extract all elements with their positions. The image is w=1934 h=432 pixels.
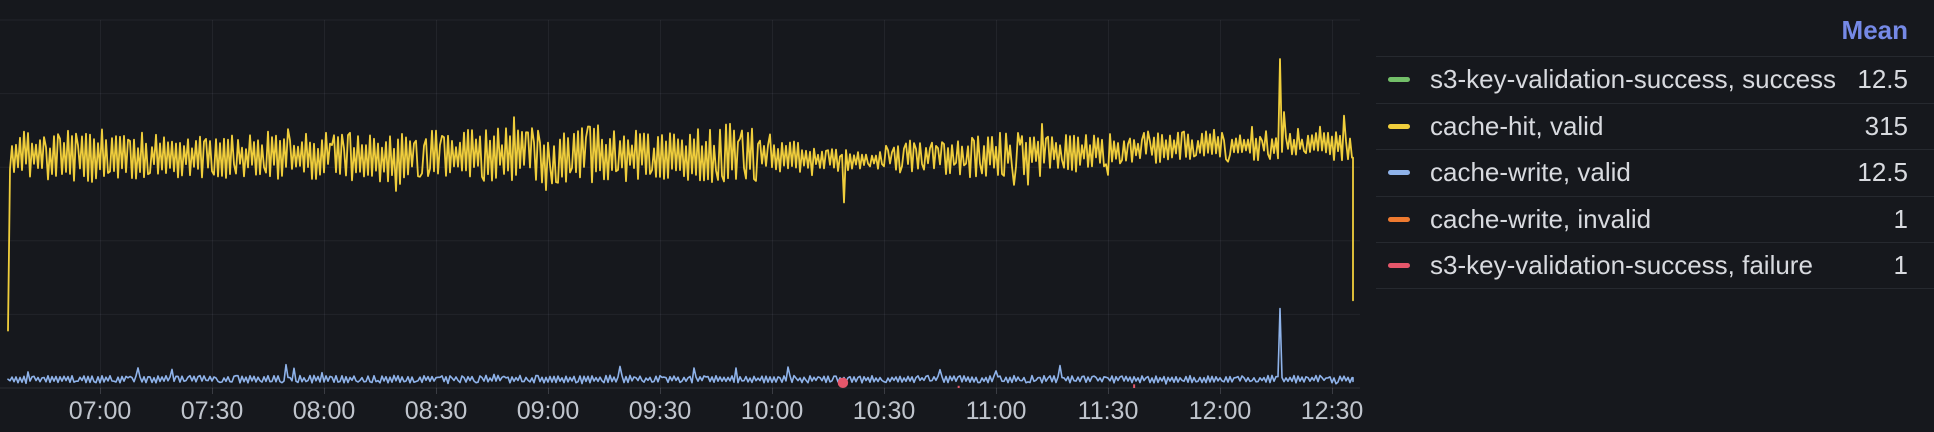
legend-table: Mean s3-key-validation-success, success 1… [1376, 0, 1934, 289]
series-mean-value: 12.5 [1857, 157, 1908, 188]
legend-row[interactable]: s3-key-validation-success, success 12.5 [1376, 56, 1934, 103]
series-label[interactable]: cache-hit, valid [1430, 110, 1604, 141]
series-color-swatch[interactable] [1388, 77, 1410, 83]
legend-mean-header[interactable]: Mean [1841, 14, 1908, 45]
legend-row[interactable]: s3-key-validation-success, failure 1 [1376, 242, 1934, 289]
legend-row[interactable]: cache-write, invalid 1 [1376, 195, 1934, 243]
series-label[interactable]: s3-key-validation-success, success [1430, 64, 1837, 95]
series-mean-value: 1 [1893, 249, 1908, 280]
legend-header-row: Mean [1376, 0, 1934, 56]
series-color-swatch[interactable] [1388, 123, 1410, 129]
series-color-swatch[interactable] [1388, 262, 1410, 268]
plot-area[interactable]: 07:00 07:30 08:00 08:30 09:00 09:30 10:00 10:30… [0, 0, 1376, 432]
chart-canvas[interactable] [0, 0, 1376, 432]
legend-row[interactable]: cache-hit, valid 315 [1376, 102, 1934, 150]
legend-rows: s3-key-validation-success, success 12.5 ca… [1376, 56, 1934, 289]
legend-row[interactable]: cache-write, valid 12.5 [1376, 149, 1934, 196]
series-color-swatch[interactable] [1388, 216, 1410, 222]
series-label[interactable]: s3-key-validation-success, failure [1430, 249, 1813, 280]
series-label[interactable]: cache-write, invalid [1430, 203, 1652, 234]
series-label[interactable]: cache-write, valid [1430, 157, 1631, 188]
series-color-swatch[interactable] [1388, 170, 1410, 176]
series-mean-value: 315 [1864, 110, 1908, 141]
series-mean-value: 1 [1893, 203, 1908, 234]
series-mean-value: 12.5 [1857, 64, 1908, 95]
